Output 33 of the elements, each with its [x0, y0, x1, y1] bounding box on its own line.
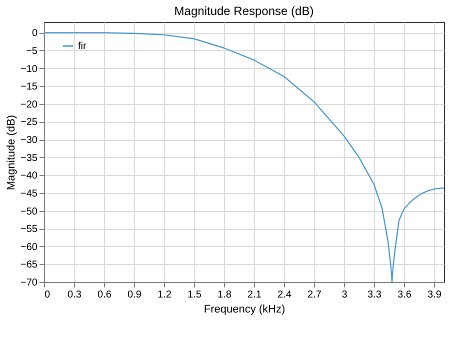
x-tick-label: 3.3 [368, 290, 382, 300]
y-tick-label: −65 [20, 260, 38, 271]
legend-label: fir [78, 41, 87, 52]
y-tick-label: −40 [20, 170, 38, 182]
x-tick-label: 2.7 [308, 290, 322, 300]
y-tick-label: −55 [20, 224, 38, 236]
chart-title: Magnitude Response (dB) [174, 4, 314, 18]
y-axis-title: Magnitude (dB) [6, 114, 18, 190]
x-tick-label: 3.6 [398, 290, 412, 300]
y-tick-label: 0 [32, 28, 38, 40]
y-tick-label: −10 [20, 64, 38, 75]
x-tick-label: 2.4 [278, 290, 292, 300]
y-tick-label: −70 [20, 278, 38, 288]
x-tick-label: 1.2 [158, 290, 172, 300]
x-tick-label: 3.9 [428, 290, 442, 300]
y-tick-label: −50 [20, 206, 38, 218]
x-axis-title: Frequency (kHz) [204, 304, 286, 316]
y-tick-label: −20 [20, 99, 38, 110]
x-tick-label: 1.8 [218, 290, 232, 300]
y-tick-label: −5 [26, 46, 38, 57]
x-tick-label: 0 [44, 290, 50, 300]
x-tick-label: 0.9 [128, 290, 142, 300]
x-tick-label: 0.6 [98, 290, 112, 300]
y-tick-label: −35 [20, 152, 38, 164]
x-tick-label: 0.3 [68, 290, 82, 300]
y-tick-label: −30 [20, 135, 38, 146]
y-tick-label: −45 [20, 188, 38, 200]
x-tick-label: 2.1 [248, 290, 262, 300]
y-tick-label: −25 [20, 117, 38, 128]
x-tick-label: 1.5 [188, 290, 202, 300]
x-tick-label: 3 [342, 290, 348, 300]
y-tick-label: −60 [20, 242, 38, 253]
y-tick-label: −15 [20, 82, 38, 93]
